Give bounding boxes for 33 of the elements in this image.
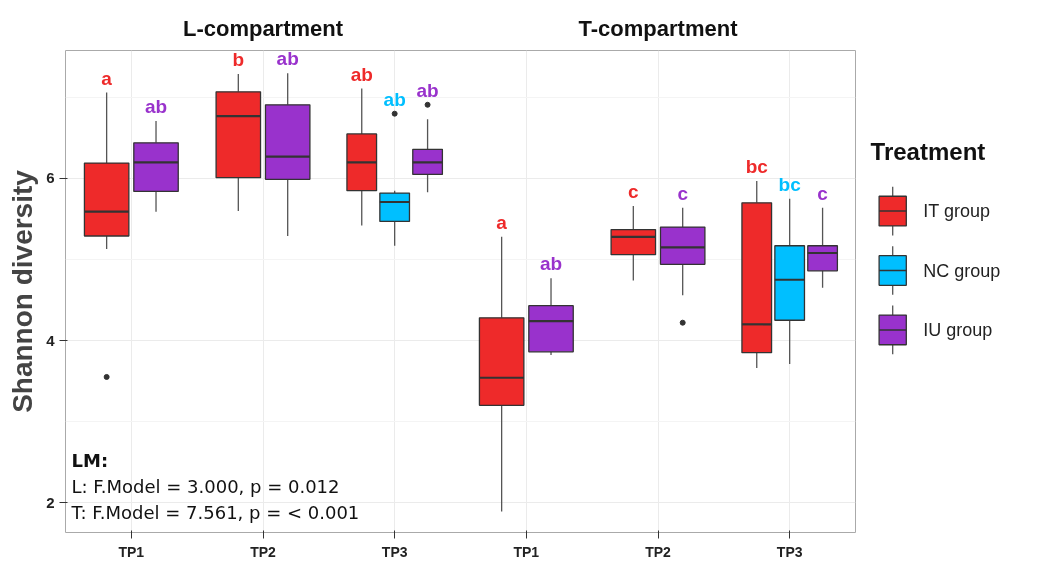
text: c: [628, 181, 639, 203]
text: ab: [539, 253, 563, 275]
legend-label: IT group: [923, 201, 991, 222]
legend-label: IU group: [923, 319, 993, 340]
annotation: T: F.Model = 7.561, p = < 0.001: [70, 501, 360, 523]
text: ab: [144, 95, 168, 117]
annotation: LM:: [71, 449, 109, 471]
text: ab: [350, 63, 373, 85]
text: a: [496, 211, 507, 233]
y-tick-label: 6: [46, 169, 55, 187]
text: bc: [778, 173, 801, 195]
text: ab: [416, 79, 439, 101]
legend-title: Treatment: [870, 138, 986, 166]
text: ab: [276, 48, 299, 70]
legend-label: NC group: [923, 260, 1001, 281]
x-tick-label: TP2: [250, 543, 277, 560]
text: T-compartment: [578, 16, 739, 42]
text: a: [101, 67, 112, 89]
text: c: [677, 182, 688, 204]
text: c: [817, 182, 828, 204]
x-tick-label: TP1: [513, 543, 540, 560]
x-tick-label: TP3: [381, 543, 408, 560]
annotation: L: F.Model = 3.000, p = 0.012: [71, 475, 340, 497]
x-tick-label: TP3: [776, 543, 803, 560]
x-tick-label: TP2: [645, 543, 672, 560]
y-tick-label: 4: [46, 331, 56, 349]
text: ab: [383, 88, 406, 110]
y-tick-label: 2: [46, 493, 55, 511]
text: L-compartment: [182, 16, 344, 42]
text: b: [232, 48, 245, 70]
y-axis-title: Shannon diversity: [7, 169, 39, 413]
text: bc: [745, 155, 768, 177]
x-tick-label: TP1: [118, 543, 145, 560]
